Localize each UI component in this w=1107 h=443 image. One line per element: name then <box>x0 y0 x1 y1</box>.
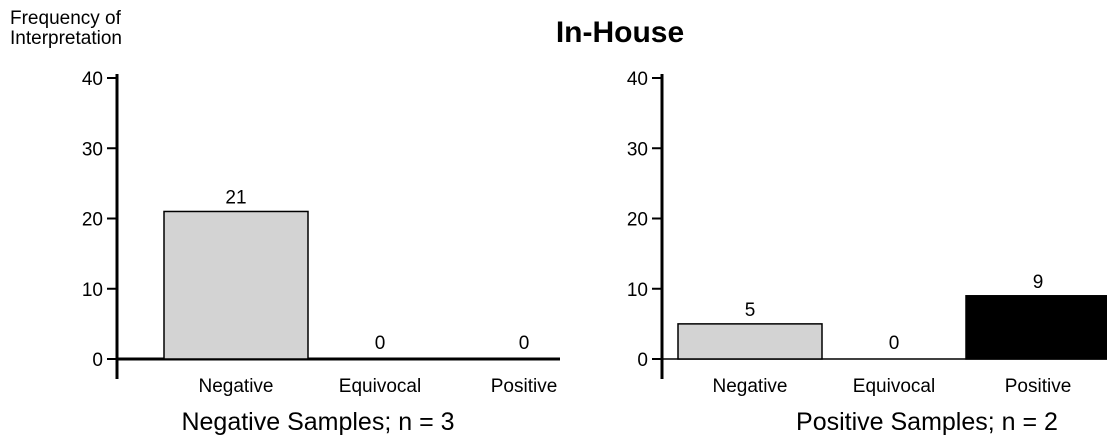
x-axis-label: Positive Samples; n = 2 <box>796 408 1058 436</box>
y-tick-label: 10 <box>82 280 103 301</box>
x-axis-label: Negative Samples; n = 3 <box>181 408 454 436</box>
y-tick-label: 0 <box>637 350 648 371</box>
chart-title: In-House <box>556 16 684 49</box>
y-tick-label: 30 <box>627 139 648 160</box>
bar-negative <box>163 210 309 360</box>
y-tick-label: 30 <box>82 139 103 160</box>
panel-2: 0 10 20 30 40 5 Negative 0 Equivocal 9 Positive Pos… <box>627 69 1107 436</box>
category-label-positive: Positive <box>491 376 558 397</box>
value-label: 0 <box>375 333 386 354</box>
y-tick-label: 40 <box>627 69 648 90</box>
y-tick-label: 20 <box>627 210 648 231</box>
bar-negative <box>677 323 823 360</box>
value-label: 5 <box>745 300 756 321</box>
panel-1: 0 10 20 30 40 21 Negative 0 Equivocal 0 Positive Ne… <box>82 69 560 436</box>
category-label-negative: Negative <box>713 376 788 397</box>
y-tick-label: 40 <box>82 69 103 90</box>
bar-positive <box>965 295 1107 360</box>
category-label-negative: Negative <box>199 376 274 397</box>
y-tick-label: 20 <box>82 210 103 231</box>
value-label: 21 <box>225 187 246 208</box>
value-label: 0 <box>519 333 530 354</box>
y-tick-label: 10 <box>627 280 648 301</box>
y-axis-label: Frequency of Interpretation <box>10 8 122 49</box>
category-label-equivocal: Equivocal <box>853 376 935 397</box>
panels: 0 10 20 30 40 21 Negative 0 Equivocal 0 Positive Ne… <box>82 69 1107 436</box>
value-label: 9 <box>1033 272 1044 293</box>
value-label: 0 <box>889 333 900 354</box>
y-tick-label: 0 <box>92 350 103 371</box>
category-label-positive: Positive <box>1005 376 1072 397</box>
category-label-equivocal: Equivocal <box>339 376 421 397</box>
